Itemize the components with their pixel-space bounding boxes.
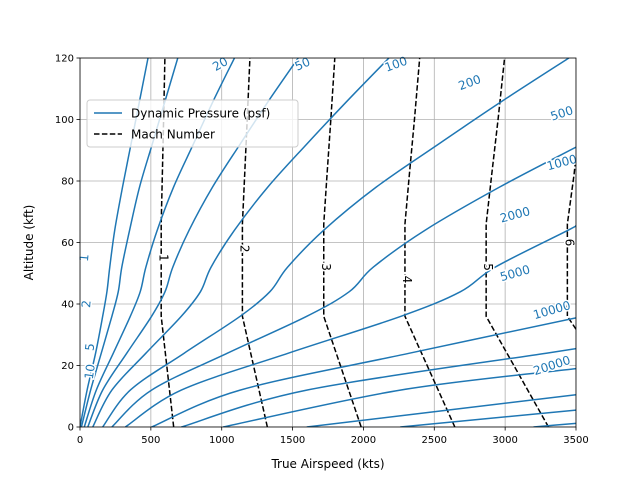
- contour-label: 500: [549, 103, 575, 123]
- x-tick-label: 2000: [351, 435, 376, 446]
- q-contour-2000: [222, 367, 576, 427]
- q-contour-500: [151, 317, 576, 427]
- y-tick-label: 0: [68, 423, 74, 434]
- x-tick-label: 0: [77, 435, 83, 446]
- q-contour-100: [111, 146, 576, 427]
- x-tick-label: 2500: [422, 435, 447, 446]
- contour-label: 10: [82, 363, 98, 380]
- y-tick-label: 20: [61, 361, 74, 372]
- y-tick-label: 80: [61, 177, 74, 188]
- q-contour-20000: [533, 422, 576, 427]
- mach-line-6: [566, 156, 576, 330]
- x-tick-label: 1500: [280, 435, 305, 446]
- contour-label: 5000: [498, 262, 531, 284]
- contour-label: 10000: [532, 298, 573, 322]
- y-tick-label: 120: [55, 54, 74, 65]
- mach-label: 6: [563, 239, 577, 247]
- contour-label: 1: [77, 253, 92, 262]
- y-tick-label: 40: [61, 300, 74, 311]
- q-contour-10000: [400, 409, 576, 427]
- y-tick-label: 100: [55, 115, 74, 126]
- q-contour-20: [92, 58, 390, 427]
- x-axis-ticks: 0 500 1000 1500 2000 2500 3000 3500: [77, 427, 589, 446]
- contour-label: 100: [383, 54, 409, 75]
- legend: Dynamic Pressure (psf) Mach Number: [86, 99, 299, 148]
- contour-label: 2: [79, 300, 94, 309]
- legend-label: Dynamic Pressure (psf): [131, 107, 270, 121]
- legend-box: [86, 99, 299, 148]
- mach-label: 1: [157, 254, 171, 262]
- legend-label: Mach Number: [131, 128, 215, 142]
- contour-label: 1000: [545, 152, 578, 173]
- q-contour-1000: [181, 347, 576, 427]
- y-axis-ticks: 0 20 40 60 80 100 120: [55, 54, 80, 434]
- x-tick-label: 3000: [492, 435, 517, 446]
- contour-label: 5: [83, 343, 98, 352]
- mach-label: 2: [237, 245, 251, 253]
- y-tick-label: 60: [61, 238, 74, 249]
- dynamic-pressure-contours: [80, 58, 576, 427]
- mach-label: 5: [481, 263, 495, 271]
- mach-label: 3: [319, 263, 333, 271]
- q-contour-50: [102, 58, 570, 427]
- contour-label: 20000: [532, 353, 573, 378]
- mach-line-4: [404, 58, 456, 427]
- mach-labels: 1 2 3 4 5 6: [155, 237, 578, 285]
- contour-label: 50: [293, 55, 313, 74]
- x-tick-label: 3500: [563, 435, 588, 446]
- mach-label: 4: [400, 276, 414, 284]
- contour-label: 2000: [498, 204, 531, 225]
- q-contour-200: [124, 224, 576, 427]
- mach-line-3: [323, 58, 362, 427]
- x-tick-label: 1000: [209, 435, 234, 446]
- x-tick-label: 500: [141, 435, 160, 446]
- q-contour-5000: [306, 393, 576, 427]
- y-axis-label: Altitude (kft): [22, 205, 36, 281]
- x-axis-label: True Airspeed (kts): [270, 457, 384, 471]
- contour-label: 200: [457, 72, 483, 93]
